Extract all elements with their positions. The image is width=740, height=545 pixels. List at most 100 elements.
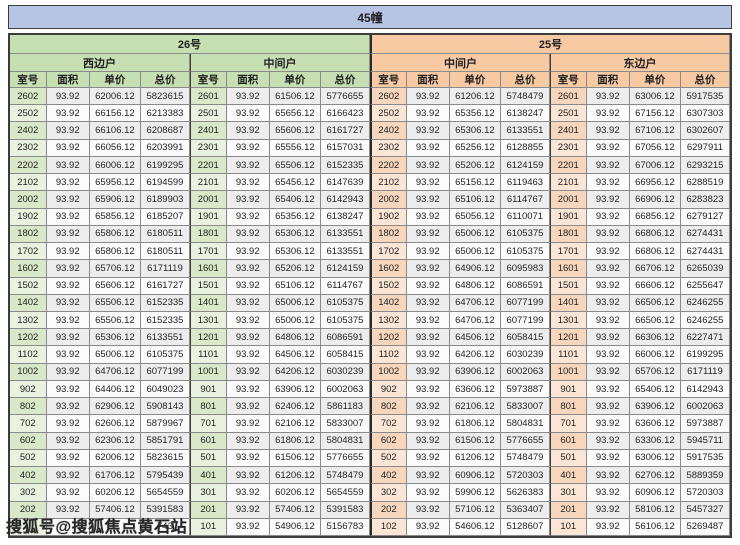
total-price-cell: 6208687: [140, 122, 190, 140]
unit-price-cell: 65806.12: [89, 225, 141, 244]
total-price-cell: 6297911: [680, 139, 730, 157]
unit-price-cell: 63906.12: [269, 380, 321, 399]
area-cell: 93.92: [46, 191, 90, 209]
room-cell: 1702: [370, 243, 407, 261]
total-price-cell: 6199295: [680, 346, 730, 364]
room-cell: 2202: [10, 156, 47, 175]
total-price-cell: 6161727: [320, 122, 370, 140]
area-cell: 93.92: [586, 312, 630, 330]
total-price-cell: 6105375: [320, 294, 370, 312]
total-price-cell: 743: [140, 518, 190, 536]
area-cell: 93.92: [406, 380, 450, 399]
total-price-cell: 6119463: [500, 174, 550, 192]
total-price-cell: 5128607: [500, 518, 550, 536]
area-cell: 93.92: [226, 312, 270, 330]
room-cell: 2502: [370, 105, 407, 123]
unit-price-cell: 62106.12: [269, 415, 321, 433]
total-price-cell: 6077199: [500, 312, 550, 330]
area-cell: 93.92: [586, 277, 630, 295]
unit-price-cell: 65056.12: [449, 208, 501, 226]
unit-header: 西边户: [10, 54, 190, 72]
total-price-cell: 5391583: [140, 501, 190, 519]
room-cell: 1201: [550, 329, 587, 347]
total-price-cell: 6142943: [320, 191, 370, 209]
room-cell: 802: [370, 398, 407, 416]
room-cell: 1602: [10, 260, 47, 278]
area-cell: 93.92: [226, 139, 270, 157]
area-cell: 93.92: [226, 501, 270, 519]
room-cell: 601: [190, 432, 227, 450]
area-cell: 93.92: [46, 312, 90, 330]
area-cell: 93.92: [226, 346, 270, 364]
total-price-cell: 6152335: [320, 156, 370, 175]
column-header-area-cell: 面积: [46, 72, 90, 88]
unit-price-cell: 67056.12: [629, 139, 681, 157]
room-cell: [10, 518, 47, 536]
total-price-cell: 6110071: [500, 208, 550, 226]
room-cell: 1802: [370, 225, 407, 244]
total-price-cell: 6114767: [320, 277, 370, 295]
column-header-area-cell: 面积: [586, 72, 630, 88]
room-cell: 1101: [550, 346, 587, 364]
area-cell: 93.92: [586, 449, 630, 468]
unit-header: 中间户: [370, 54, 550, 72]
total-price-cell: 6307303: [680, 105, 730, 123]
room-cell: 1701: [190, 243, 227, 261]
area-cell: 93.92: [226, 363, 270, 381]
room-cell: 801: [190, 398, 227, 416]
unit-price-cell: 60906.12: [449, 467, 501, 485]
area-cell: 93.92: [586, 225, 630, 244]
total-price-cell: 6203991: [140, 139, 190, 157]
unit-price-cell: 61206.12: [269, 467, 321, 485]
area-cell: 93.92: [46, 294, 90, 312]
room-cell: 1002: [370, 363, 407, 381]
total-price-cell: 6002063: [500, 363, 550, 381]
room-cell: 1402: [10, 294, 47, 312]
room-cell: 1701: [550, 243, 587, 261]
total-price-cell: 6199295: [140, 156, 190, 175]
total-price-cell: 6302607: [680, 122, 730, 140]
room-cell: 1201: [190, 329, 227, 347]
area-cell: 93.92: [46, 398, 90, 416]
room-cell: 1801: [190, 225, 227, 244]
total-price-cell: 6105375: [140, 346, 190, 364]
area-cell: 93.92: [46, 467, 90, 485]
area-cell: 93.92: [406, 156, 450, 175]
area-cell: 93.92: [46, 501, 90, 519]
column-header-room-cell: 室号: [550, 72, 587, 88]
area-cell: 93.92: [406, 484, 450, 502]
unit-price-cell: 63606.12: [449, 380, 501, 399]
room-cell: 2002: [10, 191, 47, 209]
unit-price-cell: 62306.12: [89, 432, 141, 450]
room-cell: 2601: [190, 88, 227, 106]
unit-price-cell: 64906.12: [449, 260, 501, 278]
total-price-cell: 5879967: [140, 415, 190, 433]
room-cell: 902: [10, 380, 47, 399]
area-cell: 93.92: [46, 329, 90, 347]
unit-price-cell: 62106.12: [449, 398, 501, 416]
column-header-total-price-cell: 总价: [500, 72, 550, 88]
unit-price-cell: 65306.12: [89, 329, 141, 347]
room-cell: 1602: [370, 260, 407, 278]
total-price-cell: 6114767: [500, 191, 550, 209]
area-cell: 93.92: [586, 156, 630, 175]
total-price-cell: 5457327: [680, 501, 730, 519]
unit-price-cell: 61806.12: [449, 415, 501, 433]
room-cell: 301: [190, 484, 227, 502]
room-cell: 201: [550, 501, 587, 519]
unit-price-cell: 64806.12: [269, 329, 321, 347]
unit-price-cell: 64506.12: [449, 329, 501, 347]
area-cell: 93.92: [406, 432, 450, 450]
room-cell: 1402: [370, 294, 407, 312]
room-cell: 1002: [10, 363, 47, 381]
room-cell: 401: [550, 467, 587, 485]
area-cell: 93.92: [226, 105, 270, 123]
room-cell: 202: [10, 501, 47, 519]
unit-price-cell: 60206.12: [269, 484, 321, 502]
area-cell: 93.92: [406, 277, 450, 295]
total-price-cell: 6166423: [320, 105, 370, 123]
total-price-cell: 5804831: [500, 415, 550, 433]
room-cell: 1202: [370, 329, 407, 347]
total-price-cell: 6274431: [680, 225, 730, 244]
unit-price-cell: 54606.12: [449, 518, 501, 536]
